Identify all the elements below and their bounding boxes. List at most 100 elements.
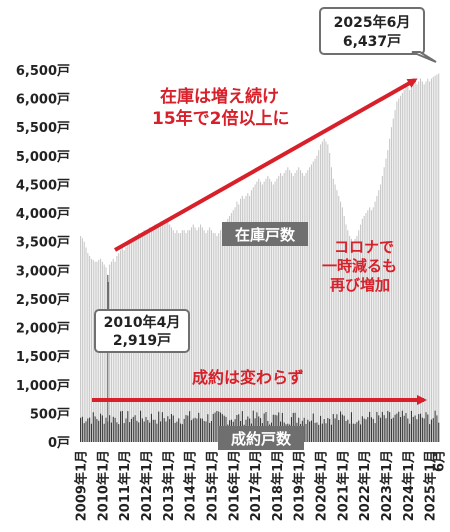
sales-bar xyxy=(200,418,202,442)
stock-bar xyxy=(94,261,96,442)
sales-bar xyxy=(85,421,87,442)
stock-bar xyxy=(90,258,92,442)
x-tick-label: 2010年1月 xyxy=(95,450,111,521)
stock-bar xyxy=(378,190,380,442)
sales-bar xyxy=(167,416,169,442)
x-tick-label: 2011年1月 xyxy=(117,450,133,521)
y-tick-label: 500戸 xyxy=(30,407,70,422)
stock-bar xyxy=(305,173,307,442)
stock-bar xyxy=(298,167,300,443)
stock-bar xyxy=(200,224,202,442)
sales-bar xyxy=(372,418,374,442)
sales-bar xyxy=(90,423,92,442)
stock-bar xyxy=(429,81,431,442)
stock-bar xyxy=(89,256,91,442)
stock-bar xyxy=(380,184,382,442)
stock-bar xyxy=(374,201,376,442)
stock-bar xyxy=(385,158,387,442)
sales-bar xyxy=(430,419,432,442)
x-tick-label: 2024年1月 xyxy=(401,450,417,521)
sales-bar xyxy=(325,423,327,442)
sales-bar xyxy=(183,418,185,442)
stock-bar xyxy=(416,84,418,442)
y-tick-label: 1,500戸 xyxy=(16,350,70,365)
stock-bar xyxy=(316,155,318,442)
sales-bar xyxy=(165,421,167,442)
x-tick-label: 6月 xyxy=(433,450,448,472)
stock-bar xyxy=(267,175,269,442)
stock-bar xyxy=(196,230,198,442)
sales-bar xyxy=(369,411,371,442)
sales-bar xyxy=(320,415,322,442)
stock-bar xyxy=(310,164,312,442)
stock-bar xyxy=(410,87,412,443)
stock-bar xyxy=(343,215,345,442)
high-callout-box xyxy=(319,7,425,55)
stock-bar xyxy=(249,195,251,442)
sales-bar xyxy=(132,416,134,442)
stock-bar xyxy=(276,178,278,443)
high-callout-pointer xyxy=(411,51,437,63)
sales-bar xyxy=(380,417,382,442)
stock-bar xyxy=(214,233,216,442)
stock-bar xyxy=(356,235,358,442)
flat-annotation: 成約は変わらず xyxy=(192,368,304,387)
sales-bar xyxy=(134,415,136,442)
stock-bar xyxy=(350,238,352,442)
y-tick-label: 4,500戸 xyxy=(16,178,70,193)
stock-bar xyxy=(358,230,360,442)
stock-bar xyxy=(269,178,271,443)
stock-bar xyxy=(345,224,347,442)
sales-bar xyxy=(350,412,352,442)
x-tick-label: 2016年1月 xyxy=(226,450,242,521)
stock-bar xyxy=(352,241,354,442)
x-tick-label: 2013年1月 xyxy=(161,450,177,521)
sales-bar xyxy=(352,423,354,442)
sales-bar xyxy=(309,421,311,442)
stock-bar xyxy=(369,207,371,442)
sales-bar xyxy=(340,411,342,442)
stock-bar xyxy=(400,95,402,442)
sales-bar xyxy=(141,418,143,442)
stock-bar xyxy=(312,161,314,442)
sales-bar xyxy=(130,418,132,442)
sales-label-box xyxy=(218,426,304,450)
sales-bar xyxy=(112,416,114,442)
sales-bar xyxy=(89,417,91,442)
sales-bar xyxy=(427,414,429,442)
stock-bar xyxy=(376,195,378,442)
stock-bar xyxy=(263,181,265,442)
sales-bar xyxy=(147,420,149,442)
high-callout-value: 6,437戸 xyxy=(343,34,401,50)
stock-bar xyxy=(232,210,234,442)
stock-bar xyxy=(240,198,242,442)
sales-bar xyxy=(96,418,98,442)
y-tick-label: 5,500戸 xyxy=(16,121,70,136)
sales-bar xyxy=(125,418,127,442)
sales-bar xyxy=(158,411,160,442)
increase-annotation-line1: 在庫は増え続け xyxy=(160,86,279,107)
sales-bar xyxy=(412,416,414,442)
stock-bar xyxy=(245,195,247,442)
y-tick-label: 2,500戸 xyxy=(16,293,70,308)
stock-bar xyxy=(412,84,414,442)
stock-bar xyxy=(360,224,362,442)
sales-bar xyxy=(136,420,138,442)
sales-bar xyxy=(416,419,418,442)
covid-annotation-line2: 一時減るも xyxy=(322,257,397,275)
sales-bar xyxy=(365,419,367,442)
stock-bar xyxy=(387,150,389,442)
sales-bar xyxy=(407,418,409,442)
sales-bar xyxy=(87,418,89,442)
sales-bar xyxy=(138,422,140,442)
y-tick-label: 3,500戸 xyxy=(16,236,70,251)
stock-bar xyxy=(354,238,356,442)
stock-bar xyxy=(210,230,212,442)
stock-bar xyxy=(421,81,423,442)
stock-bar xyxy=(260,181,262,442)
stock-bar xyxy=(436,74,438,442)
sales-bar xyxy=(329,418,331,442)
x-tick-label: 2017年1月 xyxy=(248,450,264,521)
stock-bar xyxy=(367,210,369,442)
sales-bar xyxy=(358,420,360,442)
